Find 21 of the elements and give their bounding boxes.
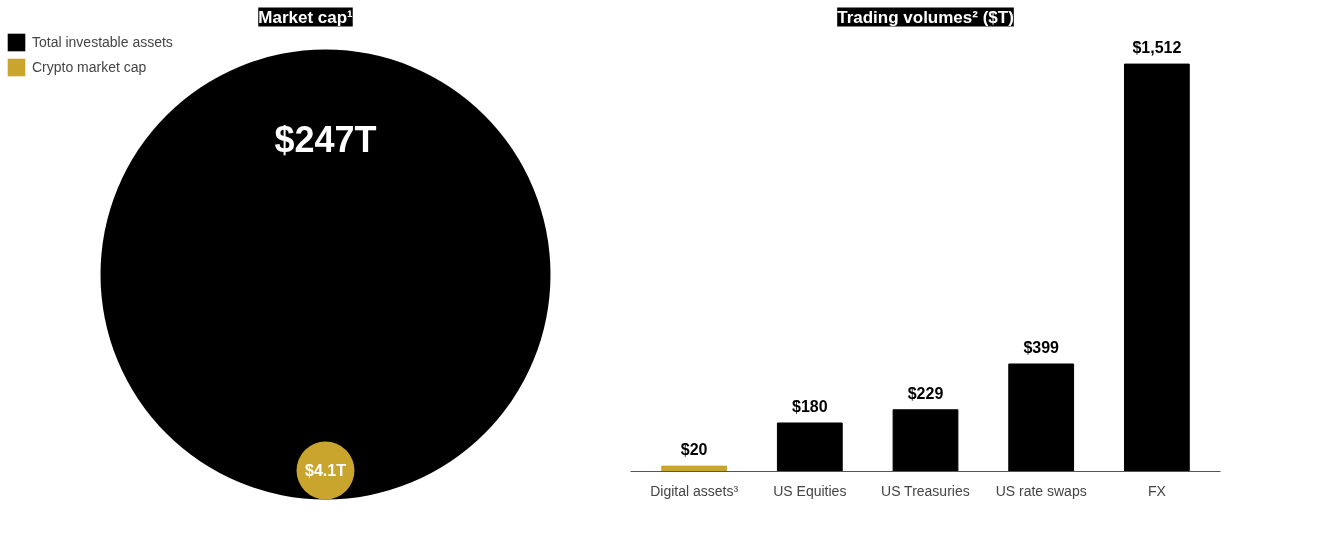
bar (776, 422, 843, 472)
chart-title: Trading volumes² ($T) (837, 7, 1014, 27)
data-label: $4.1T (305, 462, 347, 480)
x-tick-label: US Treasuries (881, 482, 970, 499)
data-label: $399 (1023, 338, 1060, 356)
x-tick-label: US Equities (773, 482, 847, 499)
x-tick-label: Digital assets³ (650, 482, 739, 499)
data-label: $20 (680, 441, 708, 459)
x-tick-label: FX (1147, 482, 1167, 499)
data-label: $247T (274, 119, 377, 160)
x-tick-label: US rate swaps (995, 482, 1087, 499)
bar (892, 409, 959, 472)
bar (1008, 363, 1075, 472)
data-label: $229 (907, 384, 944, 402)
bar (1123, 63, 1190, 472)
data-label: $1,512 (1132, 39, 1182, 57)
data-label: $180 (792, 398, 828, 415)
category-label: Total investable assets (32, 34, 173, 50)
bar (661, 465, 728, 472)
text: Market cap¹ (258, 7, 354, 27)
category-label: Crypto market cap (32, 59, 147, 75)
